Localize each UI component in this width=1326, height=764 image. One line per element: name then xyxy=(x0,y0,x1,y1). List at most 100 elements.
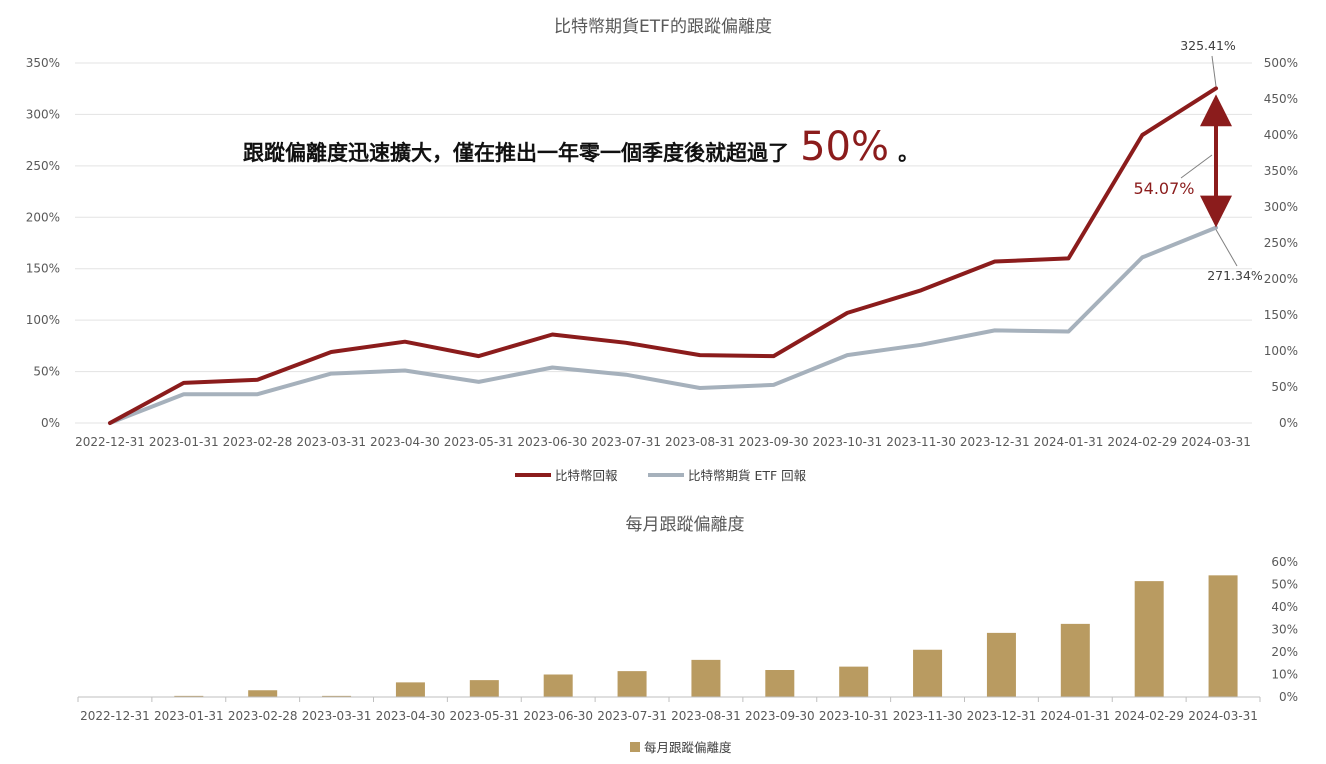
series-point xyxy=(993,328,997,332)
headline-value: 50% xyxy=(800,124,889,170)
x-tick-label: 2023-07-31 xyxy=(591,435,661,449)
bar xyxy=(395,682,425,697)
series-point xyxy=(182,392,186,396)
series-point xyxy=(403,340,407,344)
series-point xyxy=(698,353,702,357)
right-tick-label: 150% xyxy=(1264,308,1298,322)
bar-x-tick-label: 2023-06-30 xyxy=(523,709,593,723)
right-tick-label: 500% xyxy=(1264,56,1298,70)
bar-x-tick-label: 2023-03-31 xyxy=(302,709,372,723)
series-point xyxy=(108,421,112,425)
etf-end-leader-line xyxy=(1215,229,1238,267)
right-tick-label: 300% xyxy=(1264,200,1298,214)
x-tick-label: 2023-05-31 xyxy=(444,435,514,449)
headline-suffix: 。 xyxy=(898,141,919,165)
series-point xyxy=(698,386,702,390)
bar-tick-label: 10% xyxy=(1271,668,1298,682)
series-point xyxy=(550,333,554,337)
bar-x-tick-label: 2024-01-31 xyxy=(1040,709,1110,723)
bar-x-tick-label: 2023-11-30 xyxy=(893,709,963,723)
line-chart-gridlines xyxy=(75,62,1252,424)
bar-chart-x-axis: 2022-12-31 2023-01-31 2023-02-28 2023-03-31… xyxy=(77,696,1261,723)
series-point xyxy=(772,383,776,387)
x-tick-label: 2023-10-31 xyxy=(812,435,882,449)
bar-chart-bars xyxy=(174,575,1238,697)
series-point xyxy=(403,369,407,373)
series-point xyxy=(550,365,554,369)
bar xyxy=(174,695,204,697)
x-tick-label: 2023-02-28 xyxy=(223,435,293,449)
right-tick-label: 250% xyxy=(1264,236,1298,250)
x-tick-label: 2022-12-31 xyxy=(75,435,145,449)
x-tick-label: 2024-03-31 xyxy=(1181,435,1251,449)
right-tick-label: 0% xyxy=(1279,416,1298,430)
series-point xyxy=(329,372,333,376)
bar-x-tick-label: 2023-04-30 xyxy=(376,709,446,723)
bar-x-tick-label: 2024-02-29 xyxy=(1114,709,1184,723)
line-chart-x-axis: 2022-12-31 2023-01-31 2023-02-28 2023-03-31… xyxy=(75,435,1251,449)
series-line xyxy=(108,86,1218,425)
series-point xyxy=(1140,133,1144,137)
bar-chart-legend: 每月跟蹤偏離度 xyxy=(630,740,732,755)
left-tick-label: 250% xyxy=(26,159,60,173)
right-tick-label: 50% xyxy=(1271,380,1298,394)
series-point xyxy=(919,343,923,347)
bar xyxy=(322,695,352,697)
line-chart-series xyxy=(108,86,1218,425)
bar-tick-label: 20% xyxy=(1271,645,1298,659)
x-tick-label: 2023-11-30 xyxy=(886,435,956,449)
series-point xyxy=(1214,226,1218,230)
bar-tick-label: 50% xyxy=(1271,578,1298,592)
bar-x-tick-label: 2023-02-28 xyxy=(228,709,298,723)
line-chart-right-axis: 0% 50% 100% 150% 200% 250% 300% 350% 400% 450% 500… xyxy=(1264,56,1298,430)
left-tick-label: 150% xyxy=(26,262,60,276)
series-point xyxy=(329,350,333,354)
series-point xyxy=(1067,329,1071,333)
legend-bar-label: 每月跟蹤偏離度 xyxy=(644,740,732,755)
gap-leader-line xyxy=(1180,154,1213,179)
x-tick-label: 2024-01-31 xyxy=(1034,435,1104,449)
bar-x-tick-label: 2023-12-31 xyxy=(967,709,1037,723)
series-line xyxy=(108,225,1218,425)
btc-end-label: 325.41% xyxy=(1180,38,1236,53)
bar xyxy=(1208,575,1238,697)
right-tick-label: 200% xyxy=(1264,272,1298,286)
bar-x-tick-label: 2023-05-31 xyxy=(449,709,519,723)
bar-tick-label: 60% xyxy=(1271,555,1298,569)
series-point xyxy=(772,354,776,358)
bar-x-tick-label: 2023-10-31 xyxy=(819,709,889,723)
bar xyxy=(1134,581,1164,697)
series-point xyxy=(477,380,481,384)
bar-x-tick-label: 2023-07-31 xyxy=(597,709,667,723)
series-point xyxy=(255,378,259,382)
gap-label: 54.07% xyxy=(1133,179,1194,198)
legend-btc-label: 比特幣回報 xyxy=(555,468,618,483)
left-tick-label: 50% xyxy=(33,365,60,379)
x-tick-label: 2023-12-31 xyxy=(960,435,1030,449)
x-tick-label: 2024-02-29 xyxy=(1107,435,1177,449)
series-point xyxy=(255,392,259,396)
x-tick-label: 2023-04-30 xyxy=(370,435,440,449)
right-tick-label: 100% xyxy=(1264,344,1298,358)
legend-bar-swatch xyxy=(630,742,640,752)
bar xyxy=(248,690,278,697)
bar xyxy=(691,659,721,697)
series-point xyxy=(477,354,481,358)
line-chart-legend: 比特幣回報 比特幣期貨 ETF 回報 xyxy=(515,468,807,483)
bar-tick-label: 30% xyxy=(1271,623,1298,637)
series-point xyxy=(1067,256,1071,260)
series-point xyxy=(182,381,186,385)
series-point xyxy=(624,341,628,345)
bar xyxy=(986,632,1016,697)
right-tick-label: 450% xyxy=(1264,92,1298,106)
line-chart-title: 比特幣期貨ETF的跟蹤偏離度 xyxy=(554,17,772,37)
bar-x-tick-label: 2022-12-31 xyxy=(80,709,150,723)
bar xyxy=(469,680,499,697)
bar-x-tick-label: 2023-08-31 xyxy=(671,709,741,723)
bar xyxy=(543,674,573,697)
left-tick-label: 200% xyxy=(26,210,60,224)
btc-end-leader-line xyxy=(1211,55,1217,87)
bar-chart-title: 每月跟蹤偏離度 xyxy=(626,515,745,535)
bar xyxy=(1060,623,1090,697)
x-tick-label: 2023-01-31 xyxy=(149,435,219,449)
